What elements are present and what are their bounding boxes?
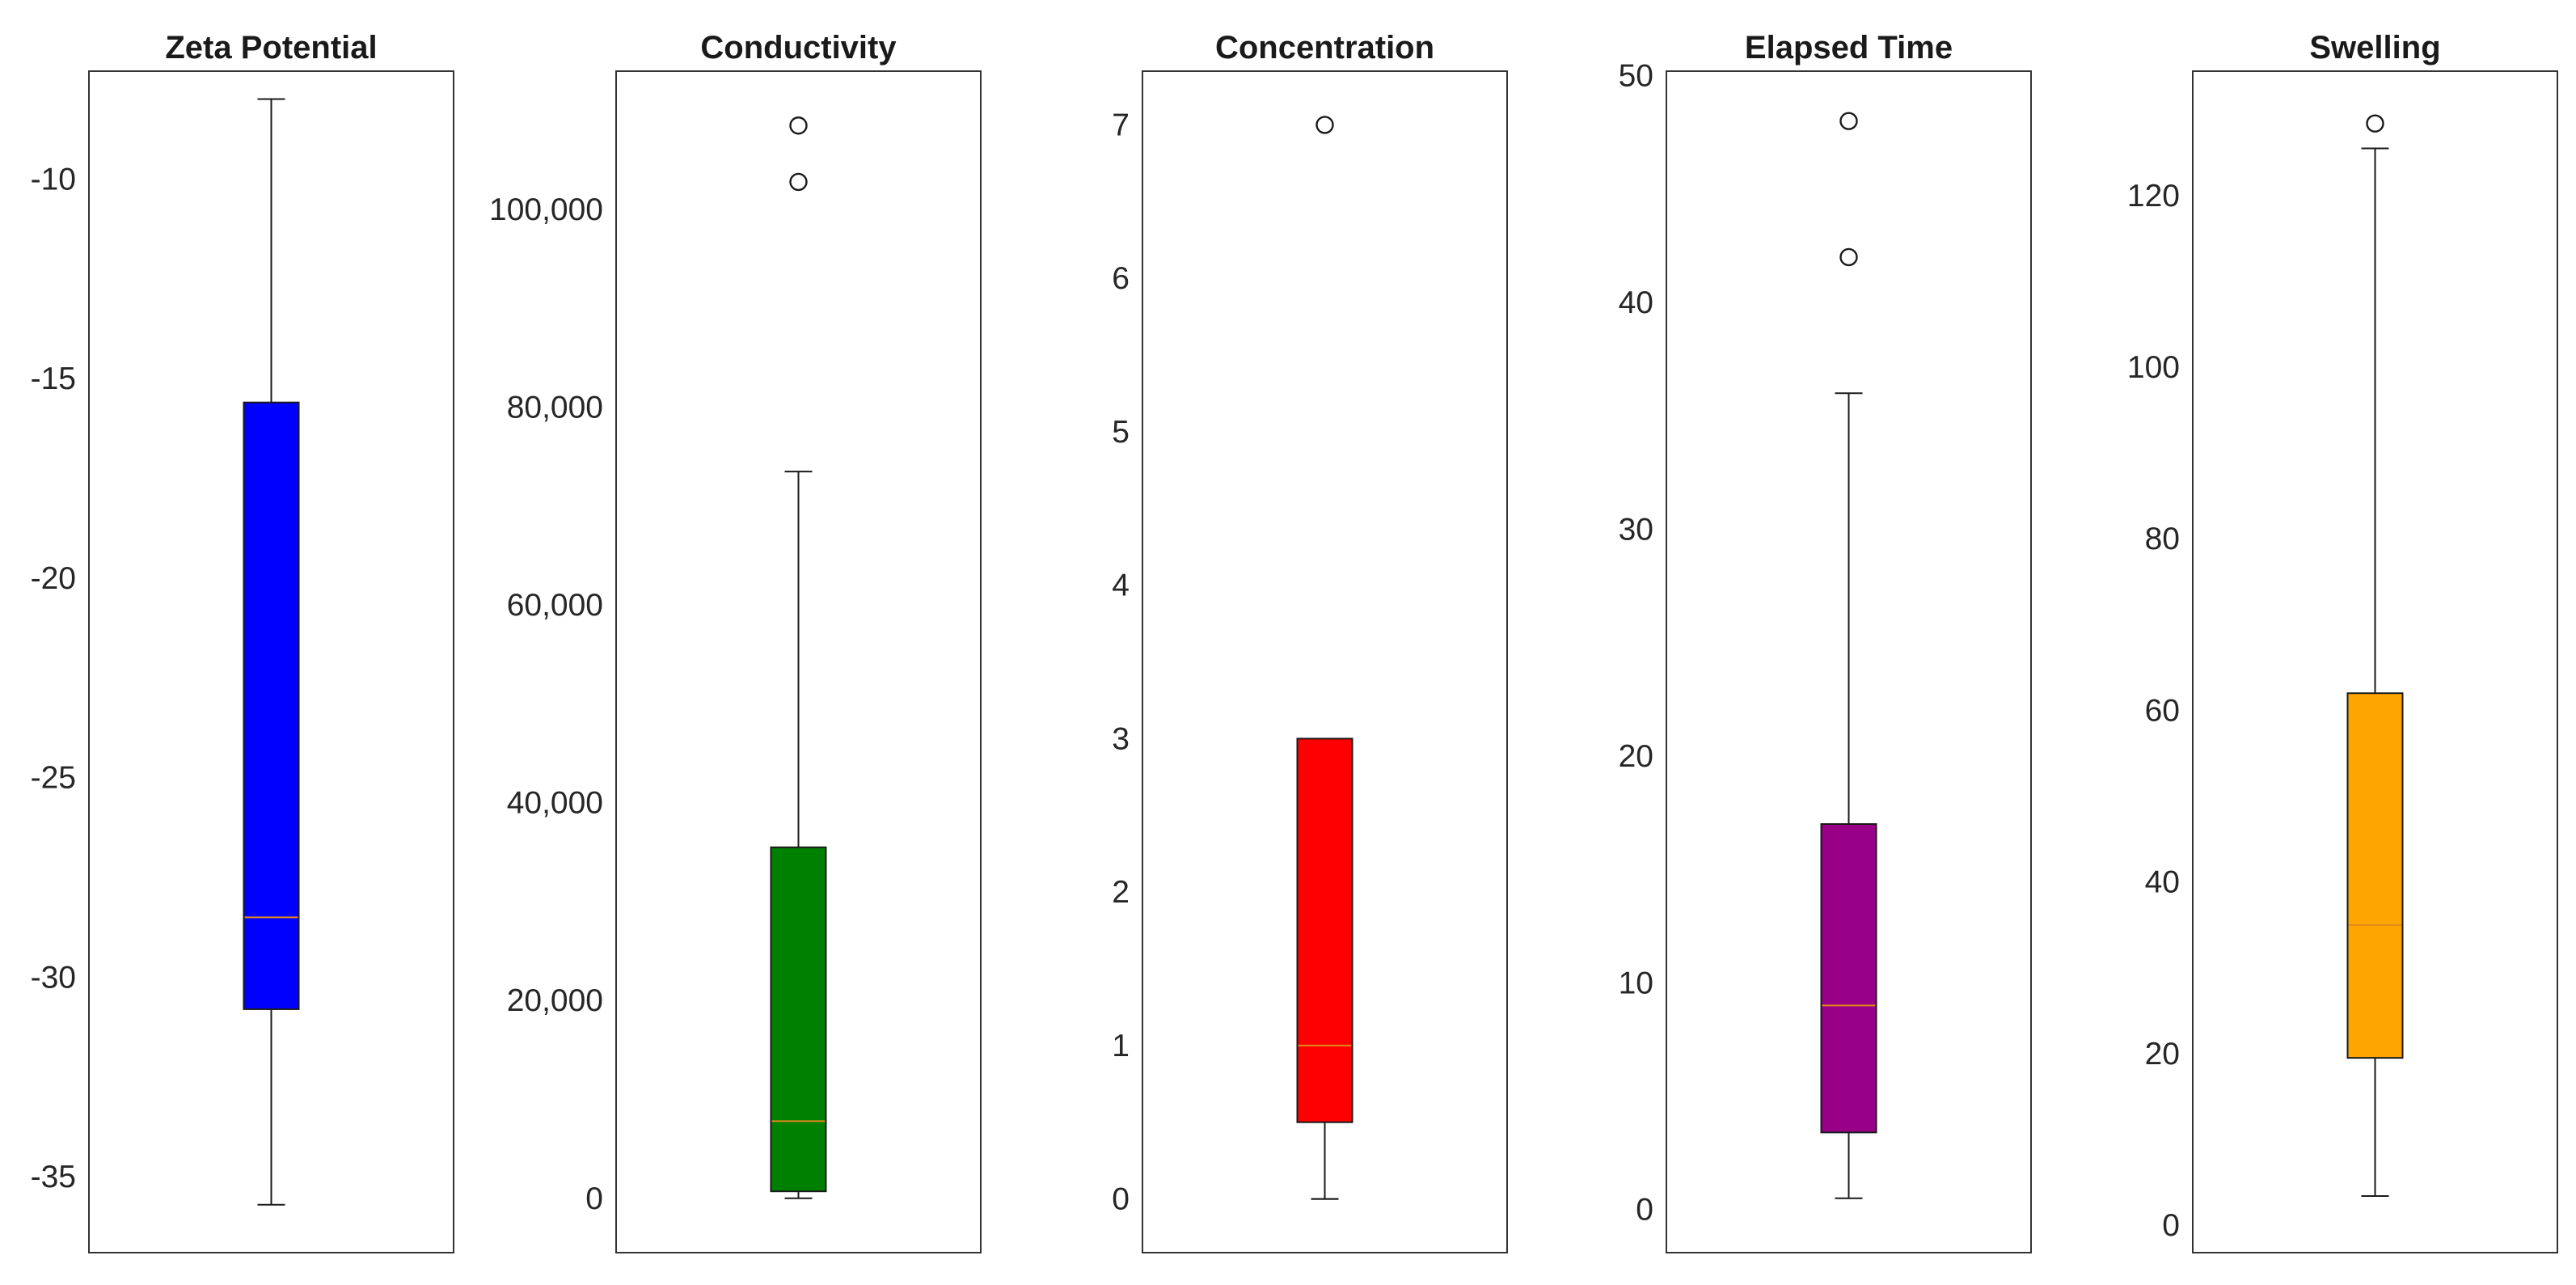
panel-conductivity: Conductivity 0 20,000 40,000 60,000 80,000 100… — [489, 30, 982, 1253]
y-tick-label: 0 — [2162, 1208, 2180, 1243]
plot-frame — [88, 70, 454, 1253]
plot-frame — [615, 70, 982, 1253]
outlier-point — [2366, 114, 2384, 133]
y-tick-label: 40,000 — [507, 786, 603, 821]
y-tick-label: 0 — [585, 1181, 603, 1216]
y-tick-label: 60,000 — [507, 588, 603, 623]
y-tick-label: 20 — [1619, 739, 1653, 774]
y-tick-label: 40 — [2145, 865, 2180, 900]
outlier-point — [1839, 247, 1858, 267]
y-tick-label: 7 — [1112, 108, 1130, 142]
y-tick-label: -30 — [31, 960, 76, 995]
y-tick-label: -20 — [31, 561, 76, 596]
y-tick-label: 80,000 — [507, 391, 603, 425]
chart-title: Concentration — [1215, 30, 1434, 66]
y-tick-label: 4 — [1112, 569, 1130, 603]
chart-title: Zeta Potential — [165, 30, 377, 66]
iqr-box — [1296, 738, 1353, 1123]
y-tick-label: 20,000 — [507, 983, 603, 1018]
y-tick-label: 60 — [2145, 693, 2180, 728]
y-tick-label: -10 — [31, 162, 76, 197]
iqr-box — [770, 846, 827, 1193]
y-tick-label: 0 — [1636, 1193, 1653, 1228]
plot-frame — [2192, 70, 2558, 1253]
plot-frame — [1666, 70, 2032, 1253]
chart-title: Elapsed Time — [1745, 30, 1953, 66]
outlier-point — [1839, 112, 1858, 130]
y-tick-label: 40 — [1619, 285, 1653, 320]
chart-title: Swelling — [2309, 30, 2440, 66]
y-tick-label: -15 — [31, 361, 76, 396]
panel-concentration: Concentration 0 1 2 3 4 5 6 7 — [1112, 30, 1508, 1253]
y-tick-label: 3 — [1112, 721, 1130, 756]
iqr-box — [1820, 823, 1877, 1134]
y-tick-label: 120 — [2127, 179, 2180, 213]
y-tick-label: 0 — [1112, 1182, 1130, 1217]
y-tick-label: 100 — [2127, 350, 2180, 385]
panel-elapsed-time: Elapsed Time 0 10 20 30 40 50 — [1619, 30, 2032, 1253]
y-tick-label: 80 — [2145, 522, 2180, 556]
iqr-box — [2346, 692, 2404, 1059]
y-tick-label: 1 — [1112, 1029, 1130, 1063]
y-tick-label: 10 — [1619, 966, 1653, 1000]
outlier-point — [1315, 116, 1334, 134]
outlier-point — [789, 116, 808, 135]
y-tick-label: 30 — [1619, 512, 1653, 547]
y-tick-label: 20 — [2145, 1037, 2180, 1072]
chart-title: Conductivity — [700, 30, 897, 66]
y-tick-label: 6 — [1112, 261, 1130, 296]
plot-frame — [1142, 70, 1508, 1253]
y-tick-label: 2 — [1112, 875, 1130, 910]
y-tick-label: -25 — [31, 761, 76, 796]
y-tick-label: 100,000 — [489, 192, 603, 227]
iqr-box — [243, 401, 300, 1010]
y-tick-label: -35 — [31, 1160, 76, 1194]
panel-swelling: Swelling 0 20 40 60 80 100 120 — [2127, 30, 2558, 1253]
y-tick-label: 5 — [1112, 415, 1130, 450]
y-tick-label: 50 — [1619, 59, 1653, 94]
panel-zeta-potential: Zeta Potential -35 -30 -25 -20 -15 -10 — [31, 30, 454, 1253]
outlier-point — [789, 172, 808, 192]
